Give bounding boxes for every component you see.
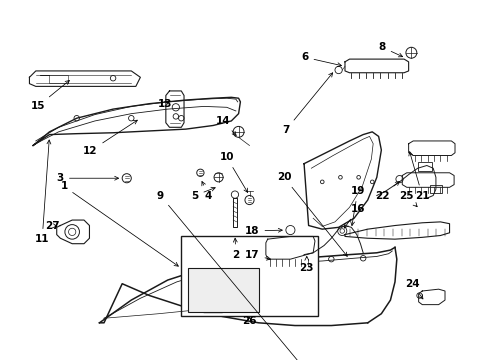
Text: 19: 19 [350, 186, 364, 226]
Text: 5: 5 [191, 187, 215, 201]
Text: 4: 4 [202, 181, 212, 201]
Text: 27: 27 [45, 221, 60, 230]
Text: 14: 14 [215, 116, 236, 135]
Text: 6: 6 [301, 52, 341, 67]
Text: 11: 11 [35, 140, 51, 244]
Text: 13: 13 [157, 99, 172, 109]
FancyBboxPatch shape [181, 237, 317, 316]
Text: 18: 18 [244, 226, 282, 236]
Text: 17: 17 [244, 249, 270, 260]
Text: 24: 24 [404, 279, 422, 299]
FancyBboxPatch shape [273, 255, 290, 266]
Text: 21: 21 [408, 152, 428, 201]
Text: 15: 15 [30, 81, 69, 111]
Text: 2: 2 [232, 238, 239, 260]
FancyBboxPatch shape [417, 162, 431, 171]
Text: 3: 3 [57, 173, 118, 183]
Text: 23: 23 [299, 256, 313, 273]
Text: 10: 10 [219, 152, 247, 192]
Text: 7: 7 [282, 73, 332, 135]
FancyBboxPatch shape [187, 268, 258, 312]
Text: 12: 12 [83, 120, 137, 156]
Text: 25: 25 [399, 190, 416, 207]
Text: 20: 20 [276, 172, 346, 256]
Text: 16: 16 [344, 204, 364, 228]
FancyBboxPatch shape [306, 246, 317, 253]
Text: 1: 1 [60, 181, 178, 266]
Text: 22: 22 [374, 181, 399, 201]
Text: 8: 8 [378, 42, 402, 57]
Text: 26: 26 [242, 316, 256, 326]
Text: 9: 9 [157, 190, 301, 360]
FancyBboxPatch shape [428, 185, 441, 193]
